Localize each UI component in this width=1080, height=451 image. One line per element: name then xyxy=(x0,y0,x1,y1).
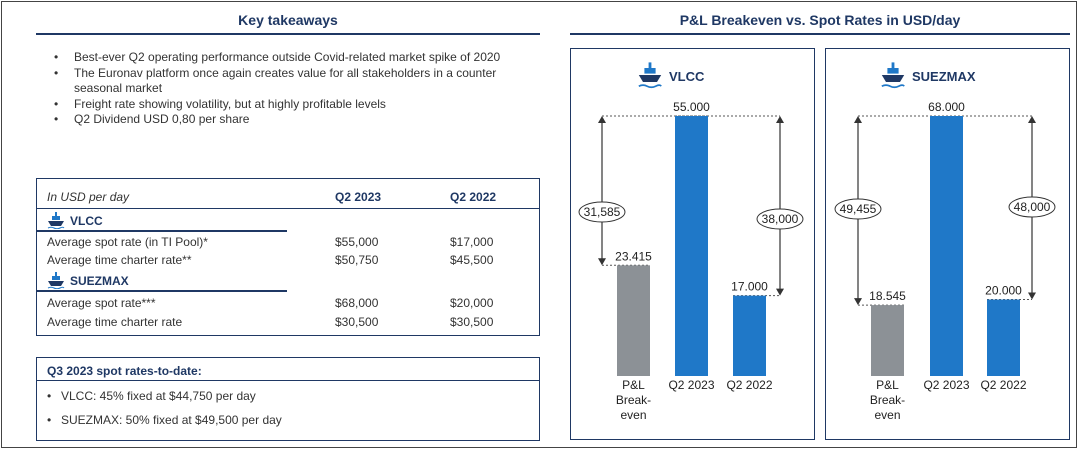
arrow-head xyxy=(1028,116,1036,123)
cell-q2-2023: $50,750 xyxy=(335,253,379,267)
rates-table: In USD per day Q2 2023 Q2 2022 VLCC Aver… xyxy=(36,178,540,336)
arrow-head xyxy=(776,116,784,123)
cell-q2-2022: $17,000 xyxy=(450,235,494,249)
bar-value-label: 18.545 xyxy=(869,289,906,303)
category-label: P&L xyxy=(876,378,899,392)
q3-item: SUEZMAX: 50% fixed at $49,500 per day xyxy=(47,413,282,427)
arrow-head xyxy=(854,298,862,306)
bar-value-label: 68.000 xyxy=(928,100,965,114)
row-label: Average time charter rate** xyxy=(47,253,192,267)
table-header-divider xyxy=(37,208,539,209)
takeaways-list: Best-ever Q2 operating performance outsi… xyxy=(44,50,539,128)
chart-section-title: P&L Breakeven vs. Spot Rates in USD/day xyxy=(679,12,961,28)
col-header-q2-2022: Q2 2022 xyxy=(450,190,497,204)
row-label: Average spot rate (in TI Pool)* xyxy=(47,235,208,249)
arrow-head xyxy=(1028,292,1036,300)
q3-spot-rates-box: Q3 2023 spot rates-to-date: VLCC: 45% fi… xyxy=(36,357,540,441)
difference-oval xyxy=(578,201,626,223)
cell-q2-2023: $68,000 xyxy=(335,296,379,310)
takeaway-item: The Euronav platform once again creates … xyxy=(44,66,539,97)
row-label: Average time charter rate xyxy=(47,315,183,329)
bar-value-label: 17.000 xyxy=(731,280,768,294)
difference-label: 38,000 xyxy=(762,212,799,226)
ship-icon xyxy=(638,62,662,89)
difference-label: 31,585 xyxy=(584,205,621,219)
key-takeaways-underline xyxy=(36,33,540,35)
chart-title-suezmax: SUEZMAX xyxy=(912,69,976,84)
category-label: Break- xyxy=(616,393,651,407)
cell-q2-2022: $20,000 xyxy=(450,296,494,310)
arrow-head xyxy=(854,116,862,123)
category-label: Q2 2022 xyxy=(726,378,772,392)
takeaway-item: Q2 Dividend USD 0,80 per share xyxy=(44,112,539,128)
ship-icon xyxy=(47,212,65,229)
takeaway-item: Best-ever Q2 operating performance outsi… xyxy=(44,50,539,66)
ship-icon xyxy=(881,62,905,89)
bar xyxy=(617,265,650,376)
bar-value-label: 20.000 xyxy=(985,284,1022,298)
cell-q2-2023: $30,500 xyxy=(335,315,379,329)
bar-value-label: 23.415 xyxy=(615,249,652,263)
ship-icon xyxy=(47,272,65,289)
bar xyxy=(871,305,904,376)
chart-panel-suezmax: SUEZMAX 49,455 48,000 18.545 P&L Break-even 6… xyxy=(825,48,1070,440)
category-label: even xyxy=(620,408,646,422)
bar xyxy=(733,295,766,376)
arrow-head xyxy=(598,258,606,266)
difference-label: 49,455 xyxy=(840,202,877,216)
col-header-q2-2023: Q2 2023 xyxy=(335,190,382,204)
category-label: Break- xyxy=(870,393,905,407)
row-label: Average spot rate*** xyxy=(47,296,156,310)
category-label: Q2 2023 xyxy=(668,378,714,392)
category-label: Q2 2023 xyxy=(923,378,969,392)
table-unit-label: In USD per day xyxy=(47,190,130,204)
difference-oval xyxy=(1008,196,1056,218)
q3-item: VLCC: 45% fixed at $44,750 per day xyxy=(47,389,256,403)
difference-oval xyxy=(756,208,804,230)
section-underline-suezmax xyxy=(37,290,287,292)
section-underline-vlcc xyxy=(37,230,287,232)
bar xyxy=(987,299,1020,376)
q3-title: Q3 2023 spot rates-to-date: xyxy=(47,364,202,378)
chart-panel-vlcc: VLCC 31,585 38,000 23.415 P&L Break-even 55.0… xyxy=(570,48,815,440)
arrow-head xyxy=(776,288,784,296)
section-label-vlcc: VLCC xyxy=(70,214,103,228)
difference-label: 48,000 xyxy=(1014,200,1051,214)
takeaway-item: Freight rate showing volatility, but at … xyxy=(44,97,539,113)
difference-oval xyxy=(834,198,882,220)
cell-q2-2023: $55,000 xyxy=(335,235,379,249)
arrow-head xyxy=(598,116,606,123)
category-label: even xyxy=(874,408,900,422)
chart-title-vlcc: VLCC xyxy=(669,69,705,84)
bar xyxy=(675,116,708,376)
category-label: P&L xyxy=(622,378,645,392)
bar xyxy=(930,116,963,376)
chart-section-underline xyxy=(570,33,1070,35)
q3-divider xyxy=(37,380,539,381)
cell-q2-2022: $30,500 xyxy=(450,315,494,329)
key-takeaways-title: Key takeaways xyxy=(238,12,338,28)
category-label: Q2 2022 xyxy=(980,378,1026,392)
cell-q2-2022: $45,500 xyxy=(450,253,494,267)
bar-value-label: 55.000 xyxy=(673,100,710,114)
section-label-suezmax: SUEZMAX xyxy=(70,274,129,288)
